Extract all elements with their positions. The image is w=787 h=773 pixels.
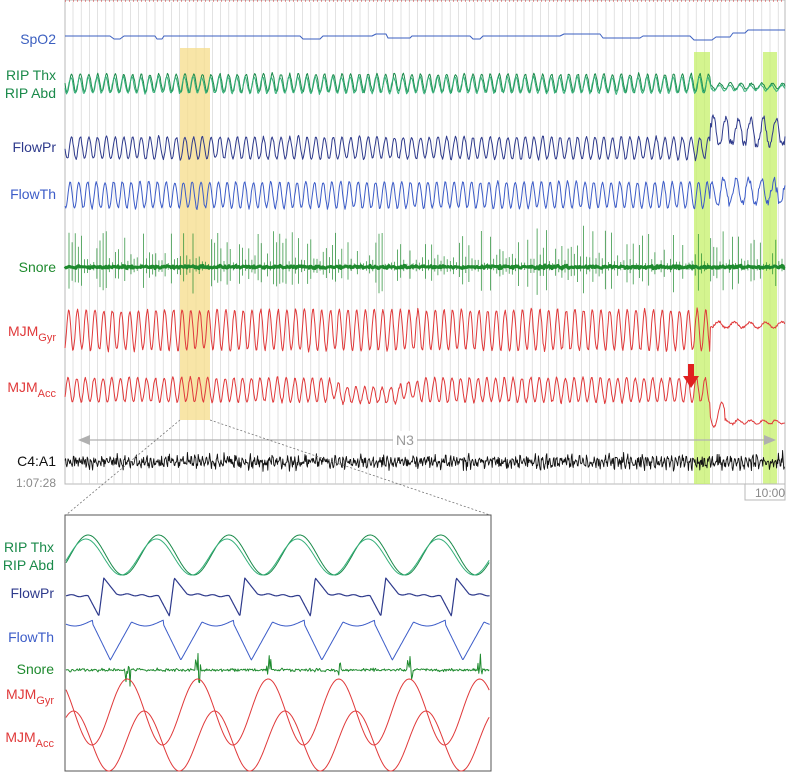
inset-label-flowth: FlowTh: [8, 629, 54, 645]
main-traces: [63, 29, 786, 472]
red-arrow-shaft: [688, 364, 694, 377]
inset-label-rip-abd: RIP Abd: [3, 557, 54, 573]
start-time: 1:07:28: [16, 476, 56, 490]
label-rip-thx: RIP Thx: [6, 67, 56, 83]
inset-label-mjm-acc: MJMAcc: [5, 729, 54, 750]
inset-zoom-panel: RIP Thx RIP Abd FlowPr FlowTh Snore MJMG…: [3, 514, 492, 772]
trace-snore-spikes: [68, 225, 783, 295]
stage-label-bg: [393, 431, 417, 449]
label-mjm-gyr-main: MJM: [8, 323, 38, 339]
zoom-connector-right: [209, 419, 491, 516]
inset-trace-mjm-gyr: [65, 678, 490, 746]
inset-label-snore: Snore: [17, 661, 55, 677]
label-mjm-acc-sub: Acc: [38, 388, 57, 400]
highlight-yellow: [180, 48, 210, 420]
end-time-box: [744, 483, 786, 501]
inset-trace-flowth: [65, 619, 490, 661]
red-arrow-head: [683, 376, 699, 388]
inset-label-mjm-acc-main: MJM: [5, 729, 35, 745]
sleep-stage-span: N3: [78, 431, 776, 449]
main-recording-panel: N3 SpO2 RIP Thx RIP Abd FlowPr FlowTh Sn…: [5, 0, 786, 501]
trace-mjm-gyr: [64, 307, 786, 353]
inset-trace-rip-thx: [65, 534, 490, 576]
inset-trace-mjm-acc: [65, 710, 490, 772]
label-flowth: FlowTh: [10, 186, 56, 202]
label-eeg: C4:A1: [17, 453, 56, 469]
end-time: 10:00: [755, 486, 785, 500]
inset-label-mjm-gyr: MJMGyr: [6, 686, 54, 707]
inset-label-mjm-gyr-sub: Gyr: [36, 695, 54, 707]
sleep-stage-label: N3: [396, 432, 414, 448]
label-flowpr: FlowPr: [12, 139, 56, 155]
label-mjm-gyr: MJMGyr: [8, 323, 56, 344]
main-panel-frame: [64, 0, 786, 485]
inset-label-mjm-gyr-main: MJM: [6, 686, 36, 702]
stage-span-right-arrowhead: [764, 435, 776, 445]
inset-frame: [64, 514, 492, 772]
trace-flowth: [64, 176, 786, 210]
trace-snore-baseline: [63, 263, 786, 271]
trace-spo2: [65, 29, 785, 41]
label-rip-abd: RIP Abd: [5, 85, 56, 101]
zoom-connector-left: [65, 419, 181, 516]
label-snore: Snore: [19, 259, 57, 275]
inset-trace-rip-abd: [65, 538, 490, 576]
trace-flowpr: [64, 114, 786, 162]
trace-eeg: [64, 449, 785, 472]
label-spo2: SpO2: [20, 31, 56, 47]
label-mjm-acc-main: MJM: [7, 379, 37, 395]
label-mjm-acc: MJMAcc: [7, 379, 56, 400]
trace-mjm-acc: [64, 375, 785, 428]
trace-rip-abd: [64, 75, 786, 95]
stage-span-left-arrowhead: [78, 435, 90, 445]
red-arrow-marker: [683, 364, 699, 388]
inset-trace-snore: [65, 653, 490, 687]
inset-trace-flowpr: [65, 577, 490, 617]
label-mjm-gyr-sub: Gyr: [38, 332, 56, 344]
inset-label-mjm-acc-sub: Acc: [36, 738, 55, 750]
inset-traces: [65, 534, 490, 772]
inset-label-flowpr: FlowPr: [10, 585, 54, 601]
inset-label-rip-thx: RIP Thx: [4, 539, 54, 555]
time-gridlines: [72, 2, 779, 484]
